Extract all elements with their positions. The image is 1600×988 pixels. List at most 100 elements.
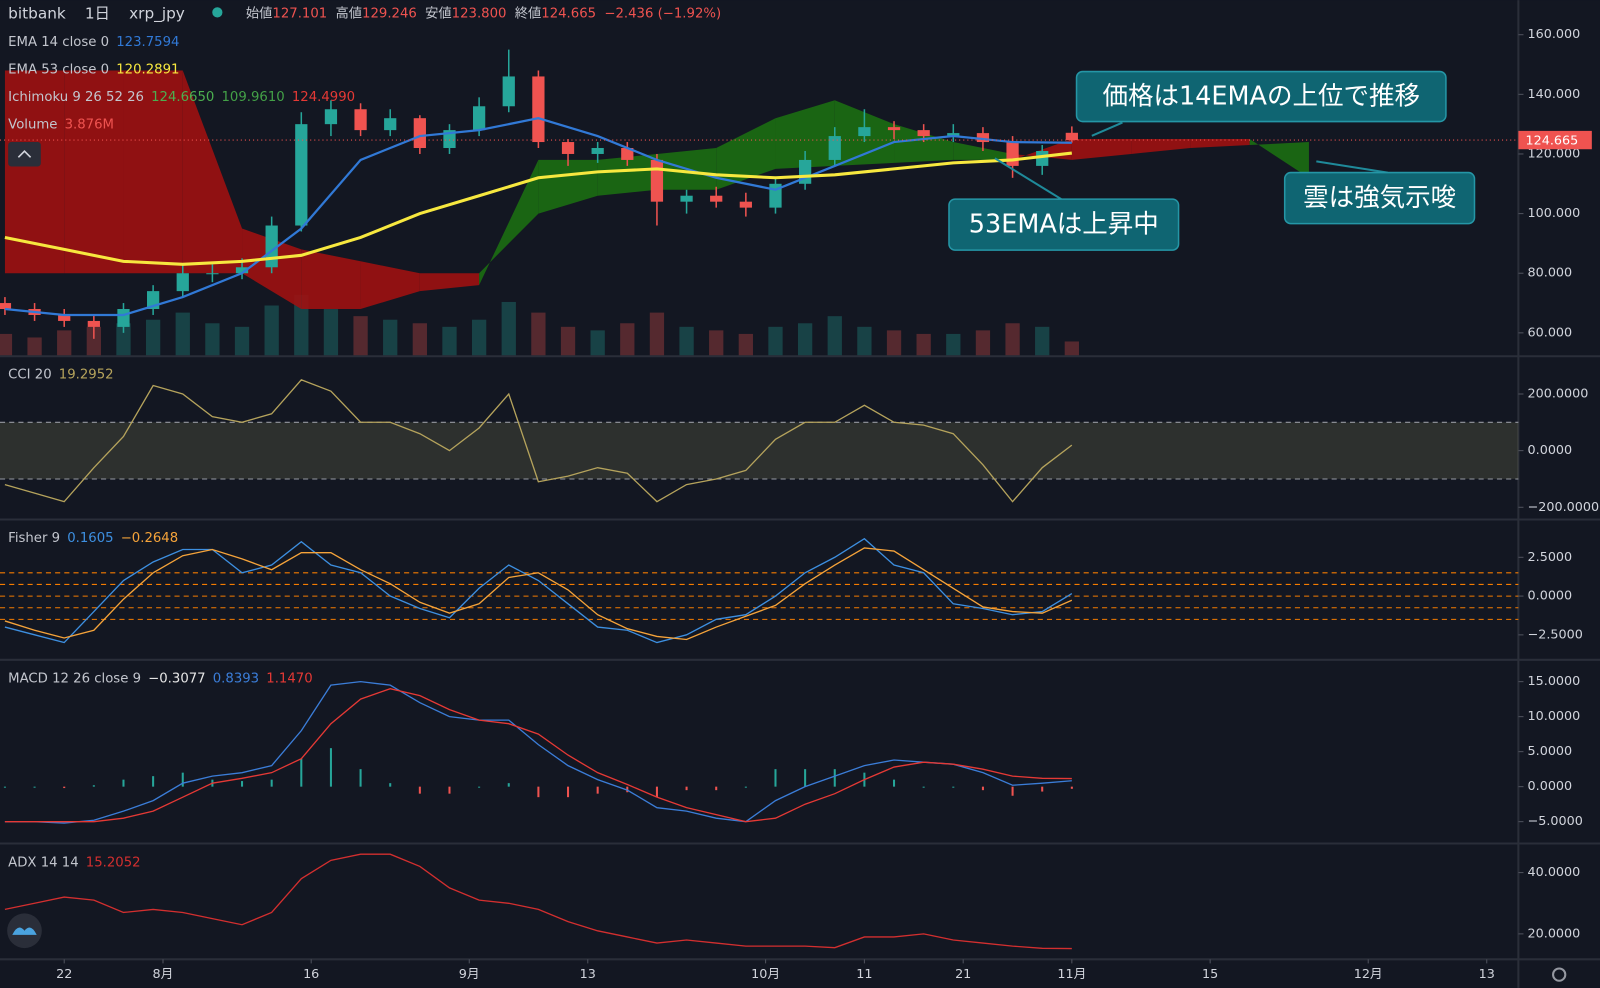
indicator-line: [4, 379, 1073, 503]
cloud-segment: [597, 153, 657, 196]
x-tick-label: 9月: [459, 967, 480, 982]
cloud-segment: [1071, 139, 1132, 160]
volume-bar: [738, 333, 753, 356]
indicator-value: 15.2052: [86, 855, 141, 870]
cloud-segment: [4, 70, 65, 274]
histogram-bar: [567, 786, 570, 798]
y-tick-label: −5.0000: [1528, 814, 1583, 829]
legend: Fisher 9 0.1605 −0.2648: [8, 531, 178, 546]
histogram-bar: [952, 786, 955, 788]
histogram-bar: [922, 786, 925, 788]
histogram-bar: [774, 769, 777, 787]
volume-bar: [531, 312, 546, 356]
candle-body: [235, 267, 249, 274]
candle-body: [206, 273, 219, 275]
ohlc-value: 127.101: [272, 6, 327, 21]
histogram-bar: [418, 786, 421, 794]
histogram-bar: [685, 786, 688, 791]
legend: CCI 20 19.2952: [8, 368, 113, 383]
ema-line: [4, 117, 1072, 317]
candle-body: [828, 136, 841, 160]
callout-box: [1283, 171, 1476, 225]
volume-bar: [797, 323, 813, 356]
ema-line: [4, 151, 1073, 266]
volume-bar: [620, 323, 635, 356]
cloud-segment: [360, 261, 420, 310]
y-tick-label: −2.5000: [1528, 627, 1583, 642]
histogram-bar: [3, 786, 6, 788]
ohlc-label: 安値: [425, 5, 452, 21]
callout-pointer: [1091, 121, 1123, 137]
x-tick-label: 13: [1479, 967, 1495, 982]
indicator-name: ADX 14 14: [8, 855, 79, 870]
collapse-button[interactable]: [8, 141, 41, 167]
candle-body: [324, 109, 338, 125]
candle-body: [710, 195, 723, 202]
volume-bar: [27, 337, 42, 356]
indicator-line: [4, 853, 1072, 950]
candle-body: [621, 148, 634, 160]
legend: EMA 14 close 0 123.7594: [8, 35, 179, 50]
volume-bar: [57, 330, 72, 356]
collapse-icon: [17, 149, 32, 158]
histogram-bar: [478, 786, 481, 788]
indicator-value: 19.2952: [59, 368, 114, 383]
ohlc-value: 129.246: [362, 6, 417, 21]
volume-bar: [294, 294, 309, 356]
y-tick-label: 10.0000: [1528, 709, 1581, 724]
histogram-bar: [744, 786, 747, 788]
indicator-name: CCI 20: [8, 368, 51, 383]
volume-bar: [471, 319, 487, 356]
candle-body: [295, 124, 308, 226]
candle-body: [354, 109, 367, 131]
candle-body: [502, 76, 515, 107]
indicator-name: MACD 12 26 close 9: [8, 672, 141, 687]
candle-body: [413, 118, 426, 149]
volume-bar: [442, 326, 457, 356]
y-tick-label: 200.0000: [1528, 386, 1589, 401]
candle-body: [87, 320, 100, 327]
legend: EMA 53 close 0 120.2891: [8, 63, 179, 78]
x-tick-label: 11月: [1057, 967, 1086, 982]
status-dot: [212, 7, 223, 18]
histogram-bar: [1011, 786, 1014, 796]
volume-bar: [412, 323, 427, 356]
indicator-name: Fisher 9: [8, 531, 60, 546]
volume-bar: [145, 319, 161, 356]
indicator-value: −0.2648: [121, 531, 178, 546]
volume-bar: [323, 309, 339, 356]
candle-body: [532, 76, 545, 143]
x-tick-label: 21: [955, 967, 971, 982]
histogram-bar: [329, 748, 332, 787]
indicator-value: 109.9610: [221, 90, 284, 105]
last-price-label: 124.665: [1526, 134, 1579, 149]
candle-body: [947, 133, 960, 137]
histogram-bar: [122, 779, 125, 787]
ohlc-value: 124.665: [541, 6, 596, 21]
candle-body: [561, 142, 575, 154]
series-name: EMA 53 close 0: [8, 63, 109, 78]
candle-body: [472, 106, 486, 131]
volume-bar: [768, 326, 783, 356]
indicator-line: [4, 547, 1073, 641]
y-tick-label: 60.000: [1528, 325, 1573, 340]
indicator-value: 124.4990: [292, 90, 355, 105]
volume-bar: [857, 326, 872, 356]
cloud-segment: [775, 100, 835, 169]
cloud-segment: [123, 70, 183, 274]
indicator-value: 0.1605: [67, 531, 113, 546]
volume-bar: [590, 330, 605, 356]
candle-body: [680, 195, 693, 202]
x-tick-label: 16: [303, 967, 319, 982]
settings-icon[interactable]: [1552, 967, 1567, 982]
y-tick-label: 0.0000: [1528, 589, 1573, 604]
series-value: 120.2891: [116, 63, 179, 78]
indicator-value: 1.1470: [266, 672, 312, 687]
series-name: EMA 14 close 0: [8, 35, 109, 50]
indicator-line: [4, 680, 1072, 824]
candle-body: [976, 133, 990, 143]
candle-body: [384, 118, 397, 131]
y-tick-label: 100.000: [1528, 206, 1581, 221]
histogram-bar: [596, 786, 599, 794]
histogram-bar: [1070, 786, 1073, 789]
